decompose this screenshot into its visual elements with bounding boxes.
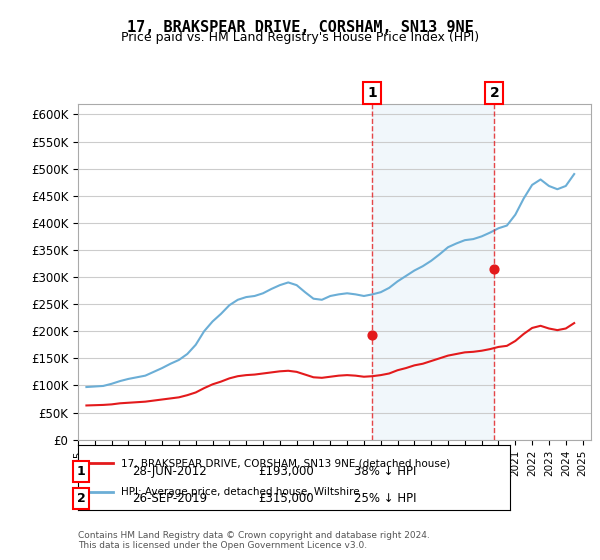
Text: 1: 1 [77, 465, 85, 478]
Text: 26-SEP-2019: 26-SEP-2019 [132, 492, 207, 505]
Text: Price paid vs. HM Land Registry's House Price Index (HPI): Price paid vs. HM Land Registry's House … [121, 31, 479, 44]
Text: HPI: Average price, detached house, Wiltshire: HPI: Average price, detached house, Wilt… [121, 487, 360, 497]
Bar [373, 104, 494, 440]
Text: 28-JUN-2012: 28-JUN-2012 [132, 465, 207, 478]
Text: 2: 2 [77, 492, 85, 505]
Text: £315,000: £315,000 [258, 492, 314, 505]
Point [490, 264, 499, 273]
Text: 2: 2 [490, 86, 499, 100]
Text: £193,000: £193,000 [258, 465, 314, 478]
Text: 1: 1 [367, 86, 377, 100]
Text: 38% ↓ HPI: 38% ↓ HPI [354, 465, 416, 478]
Text: Contains HM Land Registry data © Crown copyright and database right 2024.
This d: Contains HM Land Registry data © Crown c… [78, 530, 430, 550]
Point [368, 330, 377, 339]
Text: 17, BRAKSPEAR DRIVE, CORSHAM, SN13 9NE: 17, BRAKSPEAR DRIVE, CORSHAM, SN13 9NE [127, 20, 473, 35]
Text: 25% ↓ HPI: 25% ↓ HPI [354, 492, 416, 505]
Text: 17, BRAKSPEAR DRIVE, CORSHAM, SN13 9NE (detached house): 17, BRAKSPEAR DRIVE, CORSHAM, SN13 9NE (… [121, 458, 451, 468]
